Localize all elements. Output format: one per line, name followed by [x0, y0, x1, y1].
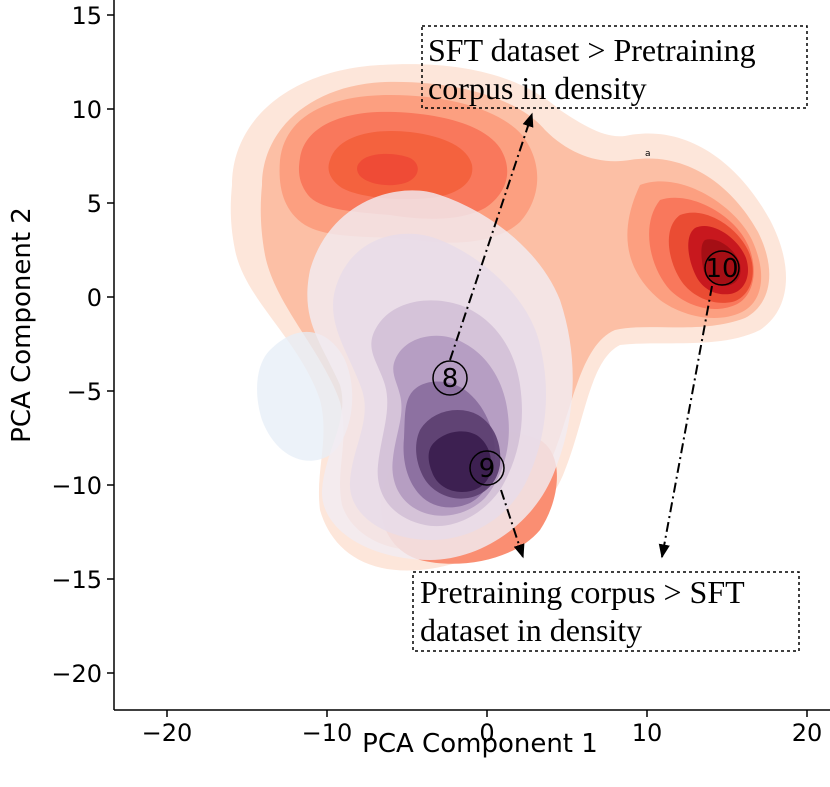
reds-contour-level-6 — [357, 153, 418, 186]
annotation-top-line-1: SFT dataset > Pretraining — [428, 32, 756, 68]
purples-density-contours — [257, 190, 573, 561]
y-tick-label: 5 — [87, 190, 102, 218]
x-axis-title: PCA Component 1 — [362, 729, 598, 759]
y-tick-label: 10 — [71, 96, 102, 124]
y-tick-label: 0 — [87, 284, 102, 312]
marker-9: 9 — [469, 450, 505, 486]
x-tick-label: −10 — [302, 719, 353, 747]
y-tick-label: −20 — [51, 660, 102, 688]
stray-text: a — [645, 149, 651, 159]
y-tick-label: −15 — [51, 566, 102, 594]
marker-8: 8 — [432, 360, 468, 396]
x-ticks: −20 −10 0 10 20 — [142, 710, 823, 747]
marker-8-label: 8 — [442, 364, 459, 394]
plot-area: 8 9 10 a — [230, 64, 787, 571]
marker-10: 10 — [704, 250, 740, 286]
reds-contour-level-7b — [701, 239, 741, 286]
y-tick-label: −5 — [67, 378, 102, 406]
annotation-bottom-line-2: dataset in density — [420, 612, 642, 648]
annotation-box-top: SFT dataset > Pretraining corpus in dens… — [421, 25, 808, 109]
annotation-top-line-2: corpus in density — [428, 70, 647, 106]
y-tick-label: −10 — [51, 472, 102, 500]
purples-contour-level-8 — [428, 431, 492, 492]
annotation-bottom-line-1: Pretraining corpus > SFT — [420, 574, 745, 610]
y-ticks: −20 −15 −10 −5 0 5 10 15 — [51, 2, 114, 688]
annotation-arrow-pretrain-gt-sft-b — [658, 285, 713, 559]
marker-9-label: 9 — [479, 454, 496, 484]
marker-10-label: 10 — [705, 254, 738, 284]
y-tick-label: 15 — [71, 2, 102, 30]
annotation-arrow-sft-gt-pretrain — [449, 112, 534, 361]
purples-contour-level-1 — [257, 331, 353, 461]
annotation-box-bottom: Pretraining corpus > SFT dataset in dens… — [412, 571, 800, 652]
x-tick-label: −20 — [142, 719, 193, 747]
x-tick-label: 10 — [632, 719, 663, 747]
annotation-arrow-pretrain-gt-sft-a — [500, 489, 525, 559]
x-tick-label: 0 — [479, 719, 494, 747]
annotations: 8 9 10 a — [432, 112, 740, 559]
x-tick-label: 20 — [792, 719, 823, 747]
axes: −20 −10 0 10 20 −20 −15 −10 −5 0 5 10 15 PCA Compon… — [7, 0, 830, 759]
y-axis-title: PCA Component 2 — [7, 207, 37, 443]
